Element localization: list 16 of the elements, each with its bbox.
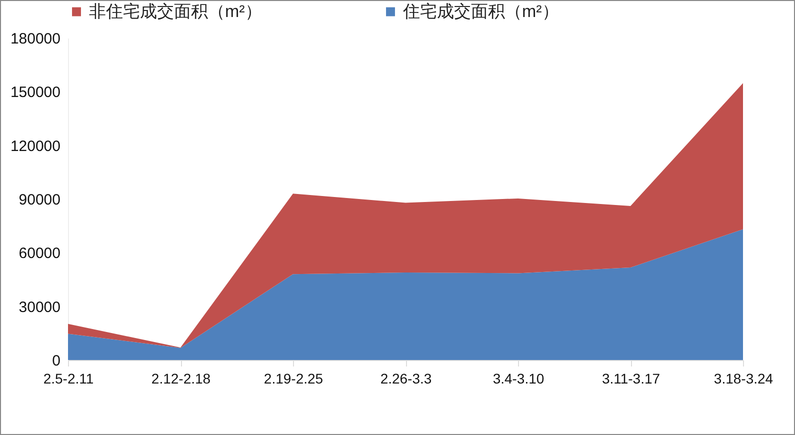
legend-label: 非住宅成交面积（m²）: [89, 2, 262, 21]
y-tick-label: 0: [52, 352, 60, 370]
y-tick-label: 150000: [10, 84, 60, 102]
y-tick-label: 30000: [18, 298, 60, 316]
x-tick-label: 3.18-3.24: [714, 370, 774, 386]
y-tick-label: 180000: [10, 30, 60, 48]
x-tick-label: 3.11-3.17: [602, 370, 660, 386]
x-tick-label: 2.12-2.18: [151, 370, 211, 386]
x-tick-label: 2.19-2.25: [264, 370, 324, 386]
x-tick-label: 2.26-3.3: [380, 370, 432, 386]
y-tick-label: 90000: [18, 192, 60, 208]
x-tick-label: 2.5-2.11: [43, 370, 94, 386]
y-tick-label: 120000: [10, 138, 60, 155]
x-tick-label: 3.4-3.10: [492, 370, 544, 386]
legend-label: 住宅成交面积（m²）: [402, 2, 559, 21]
y-tick-label: 60000: [18, 245, 60, 262]
